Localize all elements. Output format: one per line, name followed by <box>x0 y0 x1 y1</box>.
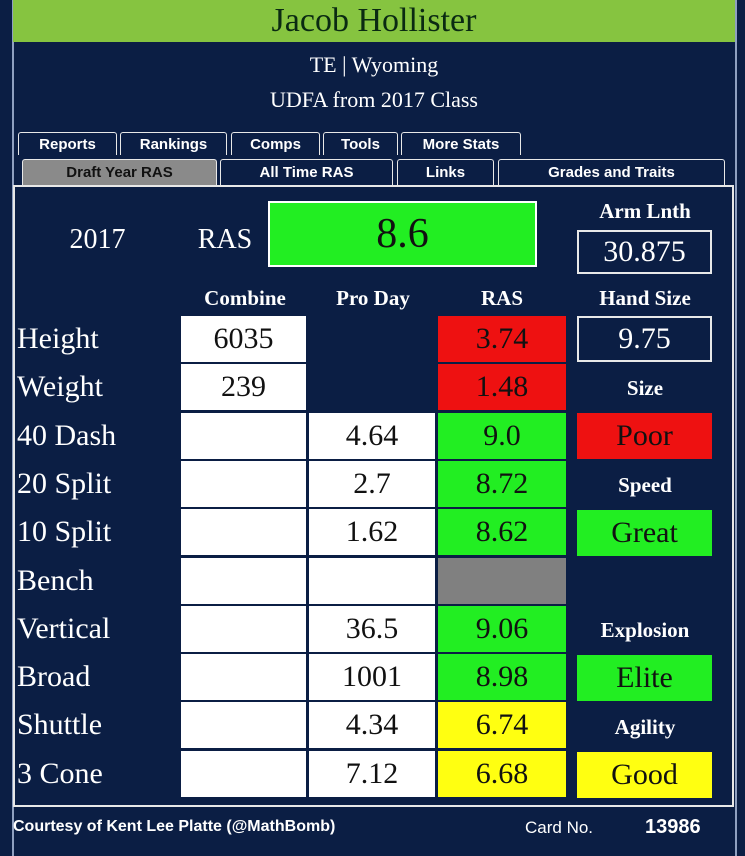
ras-cell: 1.48 <box>438 364 566 411</box>
hand-size-label: Hand Size <box>599 285 691 310</box>
grade-label: Agility <box>614 714 676 739</box>
combine-cell <box>181 605 306 652</box>
tab[interactable]: Draft Year RAS <box>22 159 217 185</box>
tab[interactable]: Reports <box>18 132 117 155</box>
row-label: Vertical <box>17 611 111 645</box>
ras-cell: 8.62 <box>438 509 566 556</box>
row-label: 3 Cone <box>17 756 103 790</box>
ras-cell: 9.0 <box>438 412 566 459</box>
ras-cell <box>438 557 566 604</box>
tab[interactable]: Tools <box>323 132 398 155</box>
year: 2017 <box>69 224 126 255</box>
tab[interactable]: Comps <box>231 132 320 155</box>
ras-cell: 9.06 <box>438 605 566 652</box>
row-label: Bench <box>17 563 94 597</box>
combine-cell: 6035 <box>181 316 306 362</box>
grade: Great <box>577 510 712 556</box>
main-panel <box>13 185 734 807</box>
pro-day-cell: 1001 <box>309 654 435 701</box>
card-number: 13986 <box>645 816 701 838</box>
tab[interactable]: More Stats <box>401 132 521 155</box>
column-header: Combine <box>204 285 286 310</box>
pro-day-cell: 7.12 <box>309 750 435 797</box>
tab[interactable]: Rankings <box>120 132 227 155</box>
pro-day-cell: 4.64 <box>309 412 435 459</box>
grade-label: Explosion <box>600 617 690 642</box>
pro-day-cell: 4.34 <box>309 702 435 749</box>
combine-cell <box>181 412 306 459</box>
ras-cell: 8.72 <box>438 460 566 507</box>
ras-cell: 6.74 <box>438 702 566 749</box>
row-label: 20 Split <box>17 466 112 500</box>
combine-cell: 239 <box>181 364 306 411</box>
grade: Poor <box>577 413 712 459</box>
ras-cell: 8.98 <box>438 654 566 701</box>
combine-cell <box>181 654 306 701</box>
combine-cell <box>181 702 306 749</box>
credit: Courtesy of Kent Lee Platte (@MathBomb) <box>13 818 336 835</box>
tab[interactable]: Grades and Traits <box>498 159 725 185</box>
draft-status: UDFA from 2017 Class <box>270 87 478 112</box>
ras-cell: 3.74 <box>438 316 566 362</box>
row-label: Shuttle <box>17 708 103 742</box>
ras-label: RAS <box>197 224 253 255</box>
row-label: 10 Split <box>17 515 112 549</box>
ras-cell: 6.68 <box>438 750 566 797</box>
grade-label: Size <box>626 375 664 400</box>
combine-cell <box>181 750 306 797</box>
pro-day-cell <box>309 557 435 604</box>
tab[interactable]: All Time RAS <box>220 159 393 185</box>
grade-label: Speed <box>618 472 672 497</box>
combine-cell <box>181 460 306 507</box>
pro-day-cell: 2.7 <box>309 460 435 507</box>
row-label: 40 Dash <box>17 418 117 452</box>
column-header: Pro Day <box>336 285 410 310</box>
pro-day-cell: 36.5 <box>309 605 435 652</box>
ras-score: 8.6 <box>268 201 537 267</box>
row-label: Broad <box>17 660 91 694</box>
player-name: Jacob Hollister <box>13 0 735 42</box>
combine-cell <box>181 509 306 556</box>
pro-day-cell: 1.62 <box>309 509 435 556</box>
row-label: Weight <box>17 370 103 404</box>
column-header: RAS <box>480 285 523 310</box>
card-edge <box>735 0 737 856</box>
grade: Good <box>577 752 712 798</box>
hand-size: 9.75 <box>577 316 712 362</box>
combine-cell <box>181 557 306 604</box>
card-label: Card No. <box>525 818 594 837</box>
arm-length-label: Arm Lnth <box>599 198 691 223</box>
row-label: Height <box>17 322 99 355</box>
position-school: TE | Wyoming <box>309 52 439 77</box>
tab[interactable]: Links <box>397 159 494 185</box>
grade: Elite <box>577 655 712 701</box>
arm-length: 30.875 <box>577 230 712 274</box>
